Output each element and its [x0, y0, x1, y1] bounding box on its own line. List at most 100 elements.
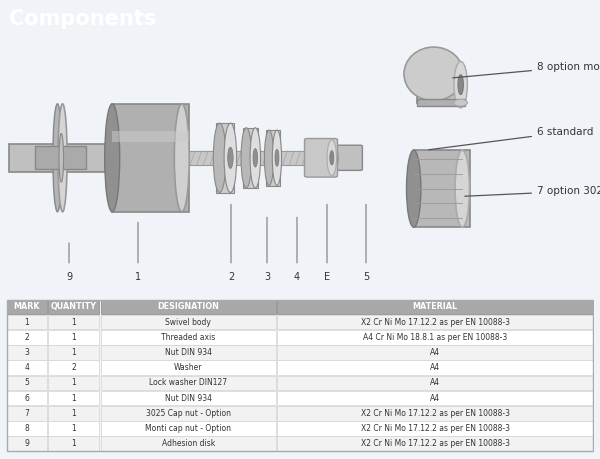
FancyBboxPatch shape — [277, 421, 593, 436]
Text: 4: 4 — [294, 272, 300, 282]
FancyBboxPatch shape — [48, 406, 100, 420]
Text: 5: 5 — [24, 378, 29, 387]
FancyBboxPatch shape — [101, 330, 276, 345]
Text: 2: 2 — [228, 272, 234, 282]
Ellipse shape — [214, 123, 226, 192]
Text: 1: 1 — [71, 318, 76, 326]
FancyBboxPatch shape — [7, 360, 47, 375]
Bar — [9, 144, 111, 172]
Ellipse shape — [407, 150, 421, 227]
Ellipse shape — [455, 150, 470, 227]
FancyBboxPatch shape — [101, 300, 276, 314]
FancyBboxPatch shape — [7, 330, 47, 345]
Bar — [112, 104, 189, 212]
Ellipse shape — [404, 47, 463, 101]
Text: A4 Cr Ni Mo 18.8.1 as per EN 10088-3: A4 Cr Ni Mo 18.8.1 as per EN 10088-3 — [363, 333, 508, 342]
Text: 5: 5 — [363, 272, 369, 282]
Text: Monti cap nut - Option: Monti cap nut - Option — [145, 424, 231, 433]
Ellipse shape — [458, 75, 463, 95]
Ellipse shape — [327, 140, 337, 176]
FancyBboxPatch shape — [277, 330, 593, 345]
Text: 1: 1 — [71, 439, 76, 448]
Text: Components: Components — [9, 9, 156, 29]
FancyBboxPatch shape — [277, 391, 593, 405]
Text: MATERIAL: MATERIAL — [413, 302, 458, 311]
Text: X2 Cr Ni Mo 17.12.2 as per EN 10088-3: X2 Cr Ni Mo 17.12.2 as per EN 10088-3 — [361, 409, 510, 418]
Ellipse shape — [454, 62, 467, 108]
Bar — [417, 99, 465, 106]
Ellipse shape — [105, 104, 120, 212]
Text: 3: 3 — [264, 272, 270, 282]
FancyBboxPatch shape — [305, 139, 338, 177]
Text: Adhesion disk: Adhesion disk — [161, 439, 215, 448]
Bar — [414, 150, 470, 227]
Text: X2 Cr Ni Mo 17.12.2 as per EN 10088-3: X2 Cr Ni Mo 17.12.2 as per EN 10088-3 — [361, 318, 510, 326]
FancyBboxPatch shape — [101, 315, 276, 329]
FancyBboxPatch shape — [48, 315, 100, 329]
Text: 1: 1 — [71, 333, 76, 342]
FancyBboxPatch shape — [101, 375, 276, 390]
FancyBboxPatch shape — [48, 360, 100, 375]
Text: E: E — [324, 272, 330, 282]
Text: A4: A4 — [430, 378, 440, 387]
FancyBboxPatch shape — [7, 345, 47, 360]
FancyBboxPatch shape — [277, 345, 593, 360]
Ellipse shape — [454, 99, 467, 106]
Text: 6: 6 — [24, 393, 29, 403]
Ellipse shape — [272, 130, 281, 185]
Text: Nut DIN 934: Nut DIN 934 — [165, 348, 212, 357]
Text: 2: 2 — [71, 363, 76, 372]
FancyBboxPatch shape — [48, 421, 100, 436]
FancyBboxPatch shape — [277, 375, 593, 390]
Text: 8 option monti: 8 option monti — [453, 62, 600, 78]
Bar — [112, 131, 189, 142]
FancyBboxPatch shape — [101, 406, 276, 420]
Text: 9: 9 — [66, 272, 72, 282]
Text: X2 Cr Ni Mo 17.12.2 as per EN 10088-3: X2 Cr Ni Mo 17.12.2 as per EN 10088-3 — [361, 439, 510, 448]
Ellipse shape — [53, 104, 62, 212]
FancyBboxPatch shape — [48, 345, 100, 360]
Ellipse shape — [275, 149, 279, 166]
Bar — [216, 123, 234, 192]
Ellipse shape — [58, 104, 67, 212]
Text: Swivel body: Swivel body — [166, 318, 211, 326]
FancyBboxPatch shape — [101, 345, 276, 360]
FancyBboxPatch shape — [101, 421, 276, 436]
FancyBboxPatch shape — [277, 300, 593, 314]
FancyBboxPatch shape — [101, 391, 276, 405]
Text: MARK: MARK — [13, 302, 40, 311]
Ellipse shape — [250, 128, 260, 188]
Text: Lock washer DIN127: Lock washer DIN127 — [149, 378, 227, 387]
Bar — [417, 67, 465, 103]
Text: 1: 1 — [71, 393, 76, 403]
Text: Nut DIN 934: Nut DIN 934 — [165, 393, 212, 403]
Text: 1: 1 — [71, 348, 76, 357]
Text: X2 Cr Ni Mo 17.12.2 as per EN 10088-3: X2 Cr Ni Mo 17.12.2 as per EN 10088-3 — [361, 424, 510, 433]
Bar — [35, 146, 86, 169]
FancyBboxPatch shape — [277, 315, 593, 329]
Text: 7: 7 — [24, 409, 29, 418]
Text: 1: 1 — [71, 424, 76, 433]
FancyBboxPatch shape — [7, 391, 47, 405]
FancyBboxPatch shape — [48, 437, 100, 451]
Text: QUANTITY: QUANTITY — [50, 302, 97, 311]
FancyBboxPatch shape — [331, 145, 362, 170]
Text: 2: 2 — [24, 333, 29, 342]
Ellipse shape — [59, 134, 64, 182]
Text: 6 standard: 6 standard — [429, 127, 593, 150]
Text: 1: 1 — [24, 318, 29, 326]
FancyBboxPatch shape — [101, 437, 276, 451]
Ellipse shape — [224, 123, 237, 192]
FancyBboxPatch shape — [48, 330, 100, 345]
FancyBboxPatch shape — [7, 421, 47, 436]
Text: 3025 Cap nut - Option: 3025 Cap nut - Option — [146, 409, 231, 418]
Text: 9: 9 — [24, 439, 29, 448]
Ellipse shape — [253, 149, 257, 167]
FancyBboxPatch shape — [277, 406, 593, 420]
Text: 1: 1 — [71, 409, 76, 418]
Text: 8: 8 — [24, 424, 29, 433]
FancyBboxPatch shape — [7, 437, 47, 451]
Text: 4: 4 — [24, 363, 29, 372]
Text: Threaded axis: Threaded axis — [161, 333, 215, 342]
Text: A4: A4 — [430, 348, 440, 357]
